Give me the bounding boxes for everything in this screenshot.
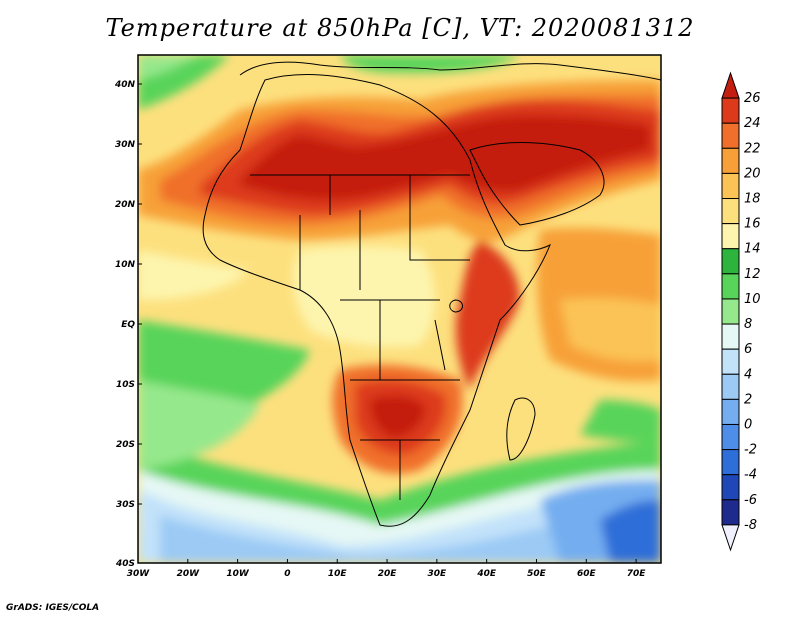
colorbar-label: 12 <box>744 267 761 282</box>
colorbar-label: 2 <box>744 392 752 407</box>
lon-tick-label: 70E <box>627 569 647 579</box>
lon-tick-label: 20E <box>378 569 398 579</box>
colorbar-segment <box>721 97 740 124</box>
colorbar-segment <box>721 71 740 99</box>
colorbar-segment <box>721 398 740 425</box>
colorbar-label: -8 <box>744 518 757 533</box>
lon-tick-label: 30W <box>127 569 151 579</box>
colorbar-segment <box>721 499 740 526</box>
coastline-borders <box>202 61 661 527</box>
lat-tick-label: 20N <box>115 200 136 210</box>
colorbar-segment <box>721 298 740 325</box>
lat-tick-label: 30N <box>115 140 136 150</box>
lon-tick-label: 20W <box>177 569 201 579</box>
lon-tick-label: 10W <box>226 569 250 579</box>
colorbar-segment <box>721 273 740 300</box>
colorbar-segment <box>721 524 740 552</box>
lon-tick-label: 50E <box>527 569 547 579</box>
colorbar-segment <box>721 449 740 476</box>
colorbar-label: 16 <box>744 217 761 232</box>
lat-tick-label: EQ <box>121 320 135 330</box>
colorbar-segment <box>721 122 740 149</box>
lon-tick-label: 40E <box>476 569 497 579</box>
colorbar-segment <box>721 323 740 350</box>
colorbar-label: 14 <box>744 242 761 257</box>
colorbar-label: 20 <box>744 166 761 181</box>
colorbar-label: -6 <box>744 493 757 508</box>
lat-tick-label: 30S <box>116 500 135 510</box>
colorbar-label: 24 <box>744 116 761 131</box>
colorbar-segment <box>721 348 740 375</box>
colorbar-label: -4 <box>744 468 757 483</box>
lat-tick-label: 40N <box>114 80 136 90</box>
colorbar-segment <box>721 423 740 451</box>
colorbar-segment <box>721 147 740 174</box>
temperature-field <box>138 55 661 563</box>
colorbar-segment <box>721 474 740 501</box>
lat-tick-label: 10N <box>115 260 136 270</box>
lat-tick-label: 20S <box>116 440 135 450</box>
colorbar-label: 10 <box>744 292 761 307</box>
grads-credit: GrADS: IGES/COLA <box>6 603 100 613</box>
colorbar-label: 4 <box>744 367 752 382</box>
colorbar-label: 26 <box>744 91 761 106</box>
colorbar-label: 8 <box>744 317 752 332</box>
colorbar-label: -2 <box>744 443 757 458</box>
lon-tick-label: 60E <box>577 569 597 579</box>
map-title: Temperature at 850hPa [C], VT: 202008131… <box>105 14 695 42</box>
lon-tick-label: 10E <box>328 569 348 579</box>
latitude-tick-labels: 40N 30N 20N 10N EQ 10S 20S 30S 40S <box>114 80 142 569</box>
lat-tick-label: 10S <box>116 380 135 390</box>
map-frame <box>137 54 662 564</box>
lat-tick-label: 40S <box>115 559 135 569</box>
colorbar-segment <box>721 248 740 275</box>
colorbar-label: 0 <box>744 417 752 432</box>
colorbar-label: 18 <box>744 192 761 207</box>
colorbar-segment <box>721 223 740 250</box>
colorbar-segment <box>721 198 740 225</box>
longitude-tick-labels: 30W 20W 10W 0 10E 20E 30E 40E 50E 60E 70E <box>127 559 647 579</box>
lon-tick-label: 30E <box>428 569 448 579</box>
colorbar-label: 6 <box>744 342 752 357</box>
colorbar-label: 22 <box>744 141 761 156</box>
colorbar-segment <box>721 172 740 200</box>
colorbar-segment <box>721 373 740 400</box>
lon-tick-label: 0 <box>284 569 290 579</box>
